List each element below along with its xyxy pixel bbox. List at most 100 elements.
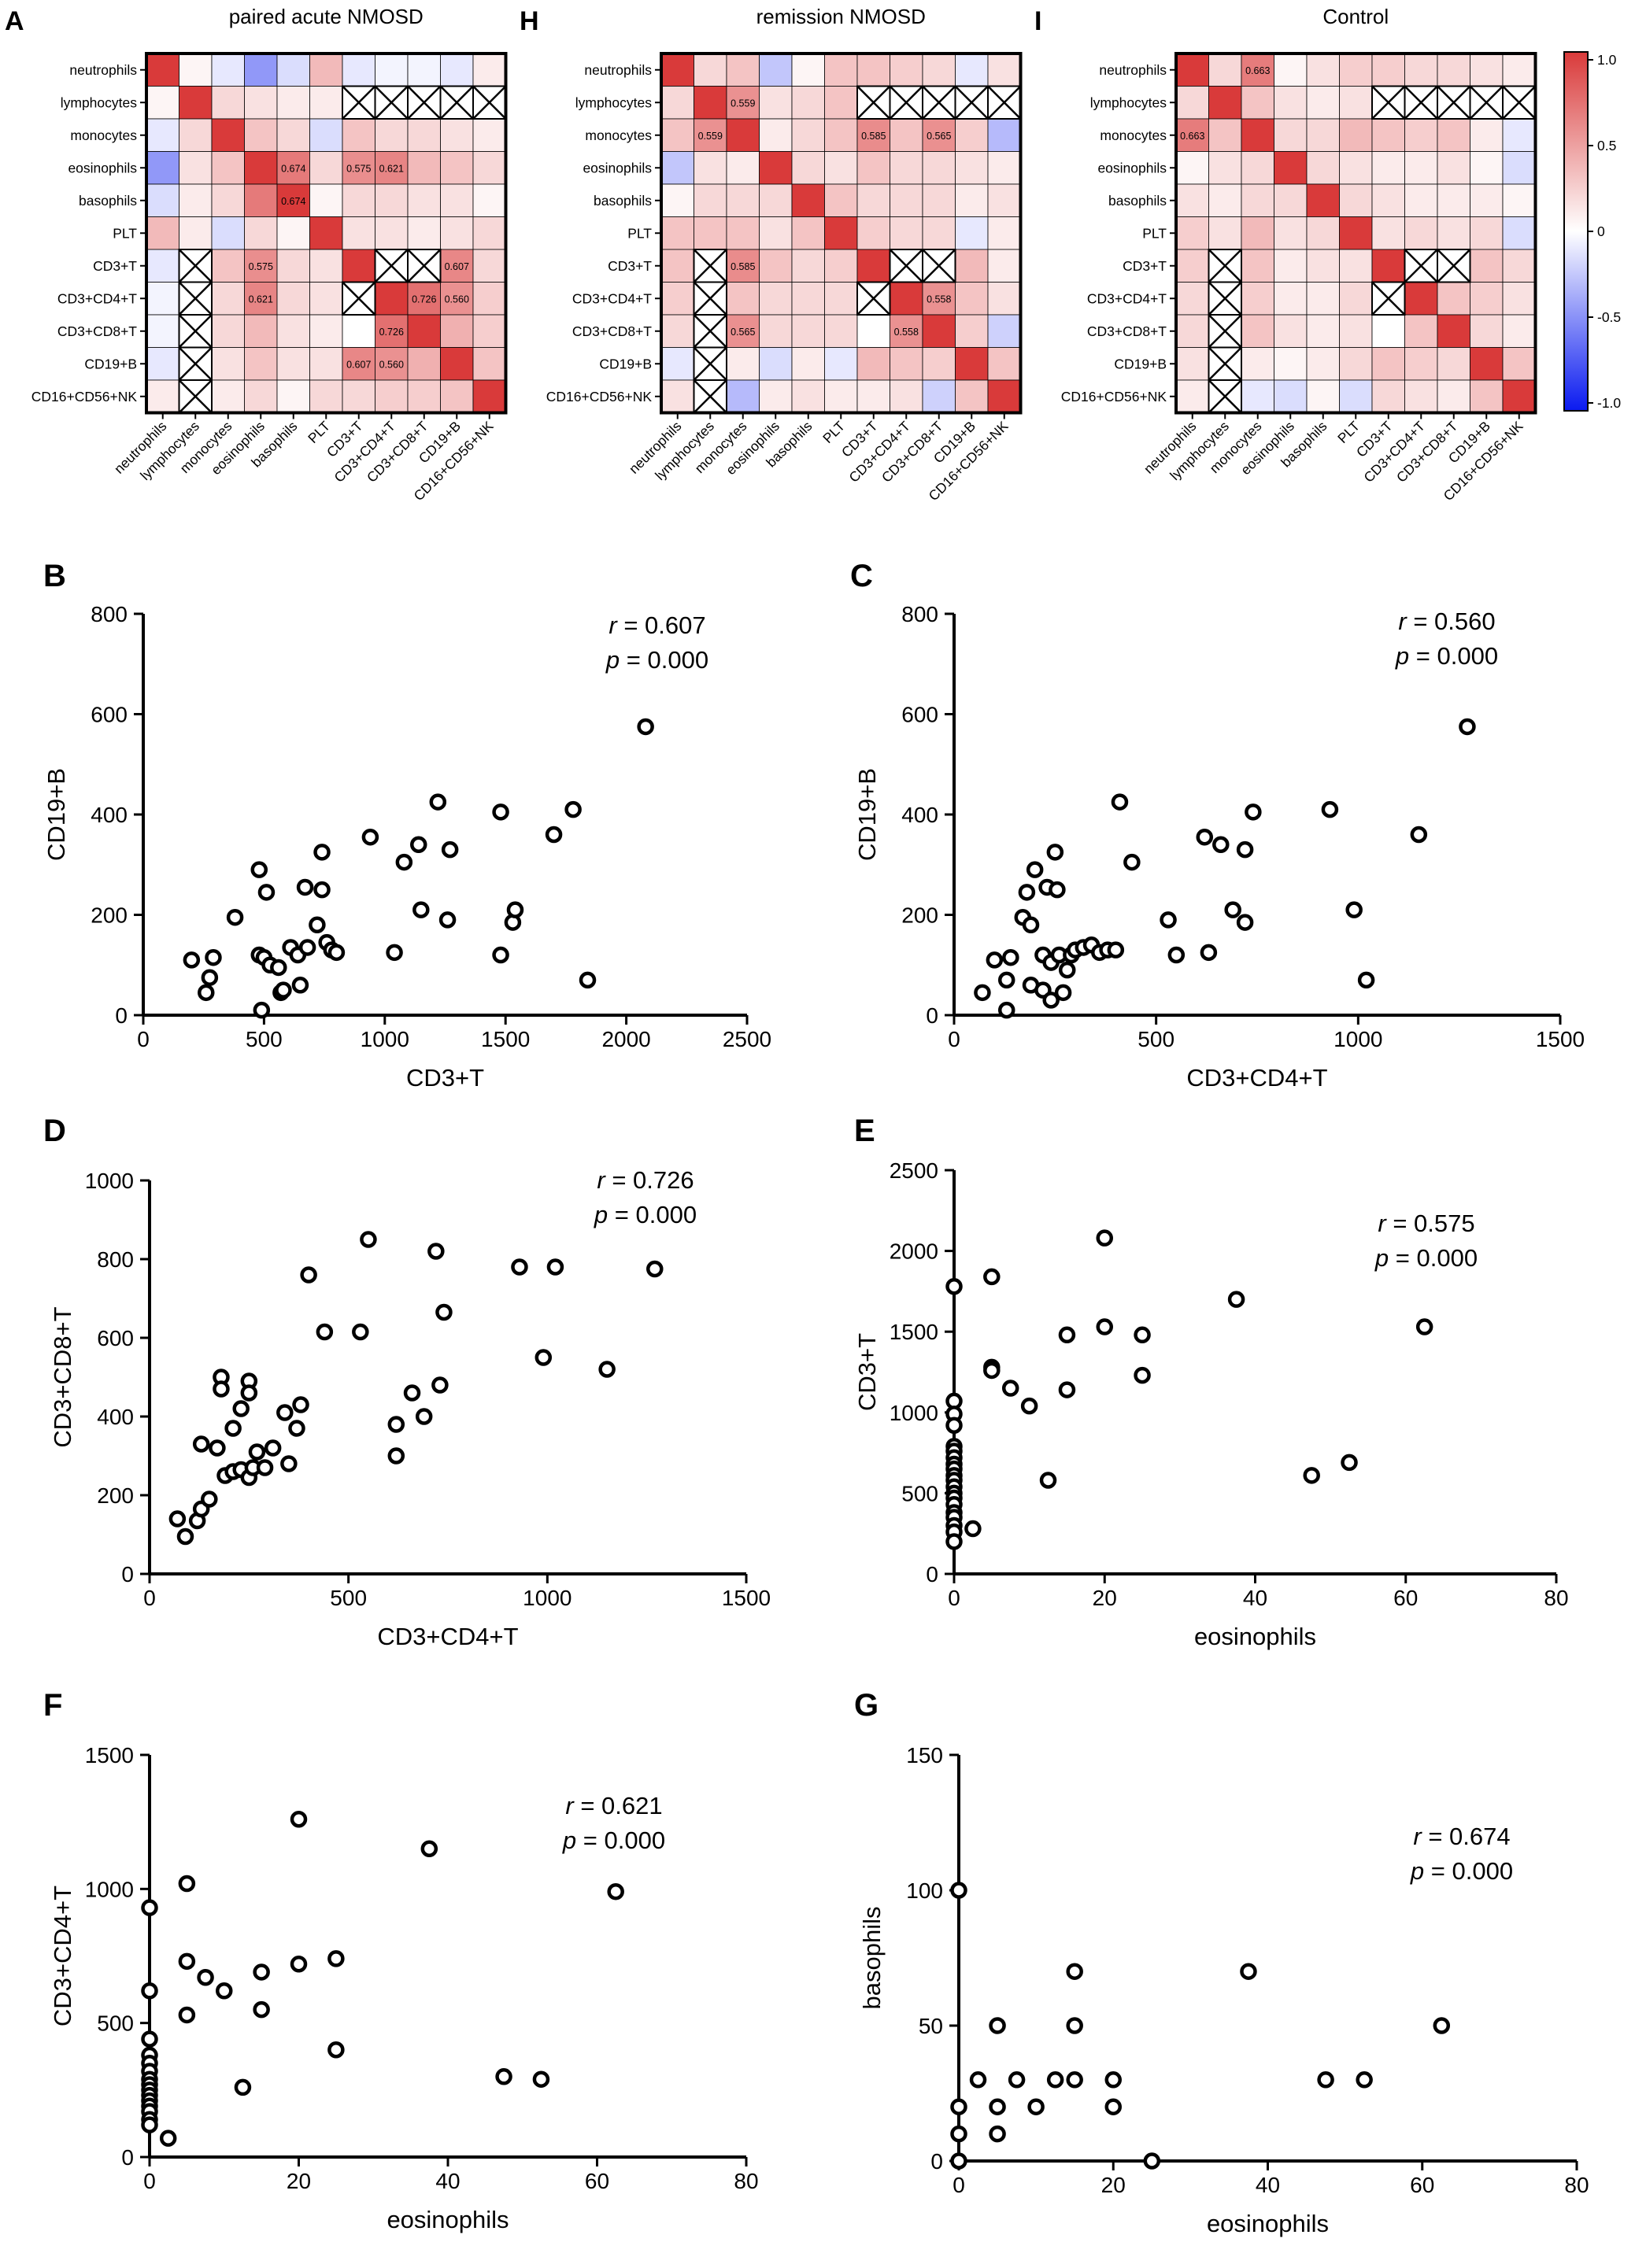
heatmap-cell <box>890 379 923 413</box>
stat-p-value: = 0.000 <box>620 646 708 674</box>
y-tick-label: 0 <box>930 2149 943 2174</box>
data-point <box>313 881 331 899</box>
stat-r-symbol: r <box>597 1166 606 1194</box>
heatmap-cell <box>276 379 310 413</box>
heatmap-cell <box>1371 151 1405 185</box>
stat-r: r = 0.607 <box>609 611 705 639</box>
cross-mark <box>472 85 507 120</box>
heatmap-cell <box>1437 151 1470 185</box>
data-point <box>386 944 403 962</box>
scatter-panel-b: B 0 500 1000 1500 2000 2500 0 200 400 600 800 CD3+T C… <box>43 559 771 1092</box>
heatmap-cell <box>660 282 694 316</box>
heatmap-cell <box>244 86 278 120</box>
heatmap-cell <box>1371 379 1405 413</box>
heatmap-cell <box>726 151 760 185</box>
data-point <box>1104 2098 1122 2115</box>
stat-p-symbol: p <box>1410 1857 1424 1885</box>
heatmap-cell <box>1437 347 1470 381</box>
heatmap-cell <box>276 86 310 120</box>
data-point <box>288 1420 305 1437</box>
x-tick-label: 40 <box>1256 2173 1280 2197</box>
y-axis-label: CD19+B <box>853 768 881 861</box>
stat-r: r = 0.560 <box>1398 608 1495 635</box>
x-tick-label: 0 <box>137 1027 150 1051</box>
heatmap-cell <box>791 314 825 348</box>
stat-r-symbol: r <box>1413 1823 1422 1850</box>
scatter-panel-g: G 0 20 40 60 80 0 50 100 150 eosinophils basophils r… <box>854 1688 1589 2237</box>
x-tick-label: 1000 <box>523 1586 572 1610</box>
data-point <box>296 878 314 896</box>
heatmap-cell <box>407 347 441 381</box>
heatmap-cell <box>694 53 727 87</box>
heatmap-cell <box>1175 249 1209 283</box>
data-point <box>1200 944 1218 962</box>
cross-mark <box>856 85 891 120</box>
data-point <box>256 1459 274 1476</box>
data-point <box>997 971 1015 989</box>
data-point <box>983 1268 1001 1286</box>
data-point <box>989 2125 1006 2143</box>
heatmap-cell <box>1241 151 1274 185</box>
data-point <box>141 1982 158 2000</box>
cross-mark <box>178 249 213 283</box>
heatmap-cell <box>309 151 343 185</box>
heatmap-cell <box>1175 282 1209 316</box>
heatmap-cell-value: 0.559 <box>698 131 723 142</box>
heatmap-cell <box>726 379 760 413</box>
heatmap-cell <box>309 314 343 348</box>
stat-p-symbol: p <box>1374 1244 1389 1272</box>
heatmap-cell-value: 0.558 <box>894 327 919 338</box>
y-axis-label: CD3+T <box>853 1333 881 1411</box>
data-point <box>989 2098 1006 2115</box>
data-point <box>300 1266 317 1284</box>
data-point <box>327 1950 345 1967</box>
data-point <box>945 1277 963 1295</box>
heatmap-cell <box>211 183 245 217</box>
heatmap-cell <box>955 118 989 152</box>
heatmap-cell <box>309 183 343 217</box>
stat-r-value: = 0.607 <box>617 611 706 639</box>
heatmap-cell <box>1175 314 1209 348</box>
y-tick-label: 100 <box>906 1878 943 1903</box>
y-tick-label: 1500 <box>890 1320 938 1344</box>
heatmap-cell <box>1241 216 1274 250</box>
data-point <box>1020 1397 1038 1415</box>
heatmap-cell <box>1208 53 1242 87</box>
row-label: CD3+CD8+T <box>572 323 652 339</box>
x-tick-label: 80 <box>1564 2173 1589 2197</box>
heatmap-cell <box>791 86 825 120</box>
row-label: CD3+CD4+T <box>572 290 652 306</box>
heatmap-cell <box>472 118 506 152</box>
heatmap-cell <box>791 216 825 250</box>
data-point <box>327 2041 345 2059</box>
data-point <box>1341 1454 1358 1472</box>
heatmap-cell <box>856 53 890 87</box>
data-point <box>275 981 292 999</box>
data-point <box>1054 984 1072 1002</box>
heatmap-cell <box>472 183 506 217</box>
heatmap-cell <box>375 151 409 185</box>
heatmap-cell <box>890 347 923 381</box>
data-point <box>201 969 219 986</box>
heatmap-cell <box>890 53 923 87</box>
data-point <box>213 1380 230 1398</box>
cross-mark <box>1208 249 1242 283</box>
scatter-panel-e: E 0 20 40 60 80 0 500 1000 1500 2000 2500 eosinophil… <box>853 1114 1569 1650</box>
heatmap-cell <box>1470 282 1504 316</box>
heatmap-cell <box>1371 249 1405 283</box>
y-tick-label: 400 <box>97 1405 134 1429</box>
data-point <box>1096 1318 1113 1335</box>
cross-mark <box>922 249 956 283</box>
data-point <box>441 840 459 859</box>
data-point <box>607 1882 624 1900</box>
colorbar: 1.0 0.5 0 -0.5 -1.0 <box>1563 51 1621 412</box>
heatmap-cell <box>1437 314 1470 348</box>
heatmap-cell <box>987 249 1021 283</box>
heatmap-cell <box>407 183 441 217</box>
x-axis-label: CD3+CD4+T <box>1186 1064 1327 1092</box>
heatmap-cell <box>276 249 310 283</box>
heatmap-cell <box>244 118 278 152</box>
heatmap-cell <box>1306 314 1340 348</box>
heatmap-cell <box>179 53 213 87</box>
